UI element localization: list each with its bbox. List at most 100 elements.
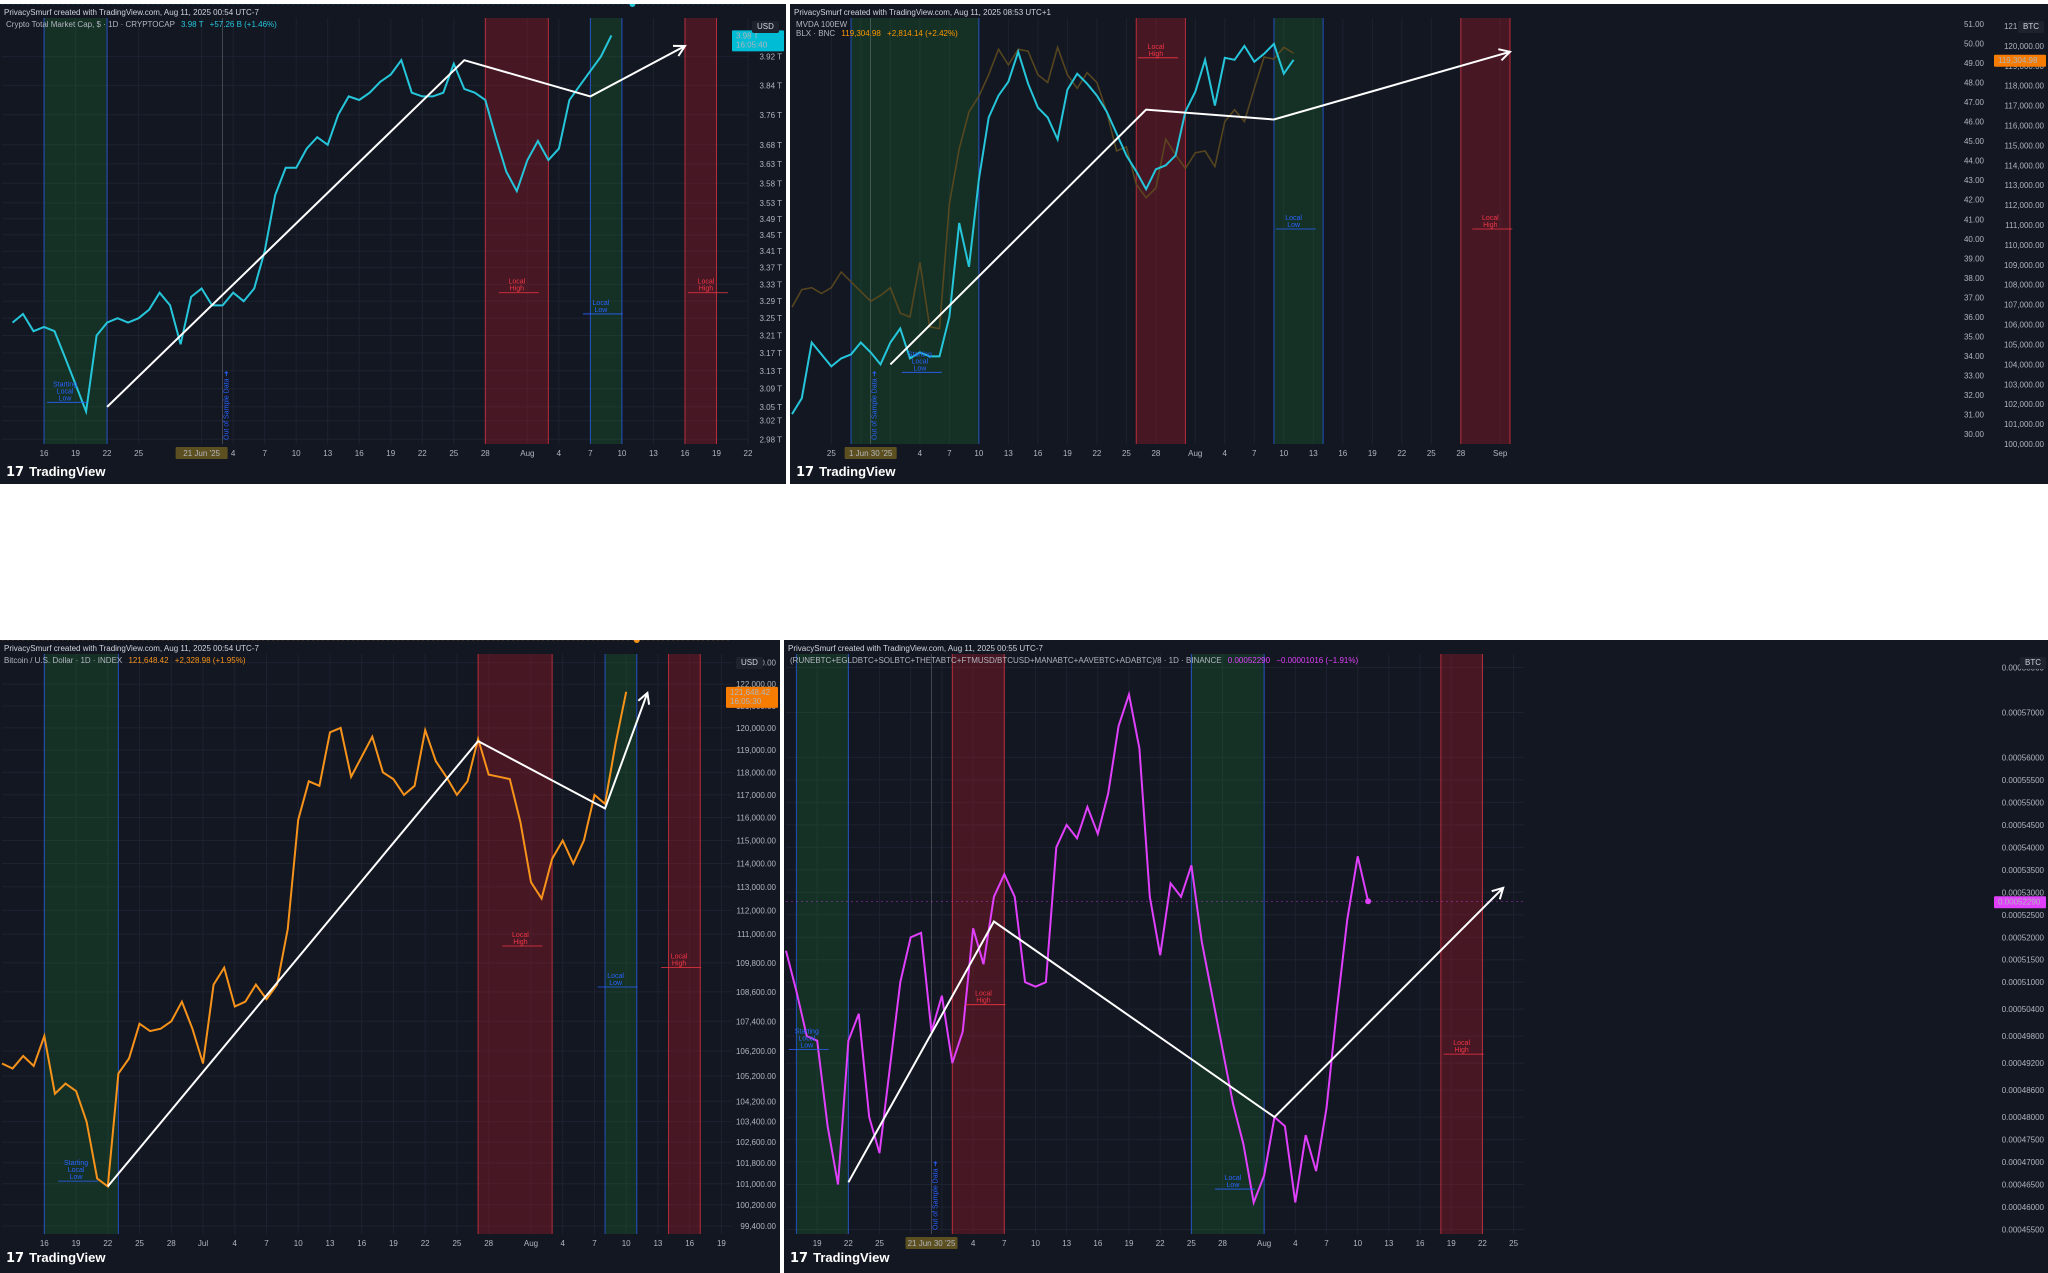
out-of-sample-label: Out of Sample Data ➜ xyxy=(224,371,231,440)
brand-name: TradingView xyxy=(29,464,106,479)
x-axis-tick-label: 22 xyxy=(844,1239,853,1248)
y-axis-tick-label: 3.68 T xyxy=(759,141,782,150)
y-axis-tick-label: 36.00 xyxy=(1964,313,1985,322)
y-axis-tick-label: 111,000.00 xyxy=(737,930,776,939)
x-axis-tick-label: 19 xyxy=(717,1239,726,1248)
x-axis-tick-label: 13 xyxy=(1309,449,1318,458)
symbol-line[interactable]: (RUNEBTC+EGLDBTC+SOLBTC+THETABTC+FTMUSD/… xyxy=(790,656,1358,665)
x-axis-tick-label: 10 xyxy=(617,449,626,458)
chart-panel-total-market-cap: Out of Sample Data ➜ Starting Local Low Loca… xyxy=(0,4,786,484)
symbol-line[interactable]: Crypto Total Market Cap, $ · 1D · CRYPTO… xyxy=(6,20,277,29)
x-axis-tick-label: 22 xyxy=(1478,1239,1487,1248)
symbol-name: Crypto Total Market Cap, $ · 1D · CRYPTO… xyxy=(6,20,175,29)
y-axis-tick-label: 0.00055000 xyxy=(2002,798,2045,807)
x-axis-tick-label: 16 xyxy=(1033,449,1042,458)
y-axis-tick-label: 3.58 T xyxy=(759,179,782,188)
annotation-label: Local xyxy=(1482,215,1499,222)
annotation-label: Local xyxy=(607,973,624,980)
x-axis-tick-label: 4 xyxy=(557,449,562,458)
y-axis-tick-label: 33.00 xyxy=(1964,372,1985,381)
y-axis-tick-label: 122,000.00 xyxy=(736,680,777,689)
y2-axis-tick-label: 112,000.00 xyxy=(2005,201,2045,210)
chart-canvas[interactable]: StartingLocalLowLocalHighLocalLowLocalHi… xyxy=(0,640,780,1273)
series-line-blx xyxy=(791,42,1295,415)
y-axis-tick-label: 0.00049800 xyxy=(2002,1032,2045,1041)
y-axis-tick-label: 42.00 xyxy=(1964,196,1985,205)
annotation-label: Low xyxy=(594,307,608,314)
annotation-label: Local xyxy=(1453,1040,1470,1047)
currency-label[interactable]: BTC xyxy=(2018,21,2044,33)
x-axis-tick-label: 19 xyxy=(1063,449,1072,458)
y-axis-tick-label: 0.00052000 xyxy=(2002,933,2045,942)
annotation-label: High xyxy=(1483,222,1498,229)
x-axis-tick-label: 16 xyxy=(1416,1239,1425,1248)
x-axis-tick-label: 13 xyxy=(1062,1239,1071,1248)
currency-label[interactable]: BTC xyxy=(2020,657,2046,669)
symbol-line-mvda[interactable]: MVDA 100EW xyxy=(796,20,847,29)
symbol-line[interactable]: Bitcoin / U.S. Dollar · 1D · INDEX 121,6… xyxy=(4,656,245,665)
y2-axis-tick-label: 117,000.00 xyxy=(2005,102,2045,111)
symbol-change: +57.26 B (+1.46%) xyxy=(209,20,277,29)
y-axis-tick-label: 3.02 T xyxy=(759,417,782,426)
x-axis-tick-label: 28 xyxy=(167,1239,176,1248)
x-axis-tick-label: 7 xyxy=(1324,1239,1329,1248)
y-axis-tick-label: 49.00 xyxy=(1964,59,1985,68)
zone-high xyxy=(1460,18,1510,444)
y2-axis-tick-label: 109,000.00 xyxy=(2004,261,2045,270)
y2-axis-tick-label: 102,000.00 xyxy=(2004,400,2045,409)
date-chip-label: 21 Jun 30 '25 xyxy=(908,1239,956,1248)
y2-axis-tick-label: 106,000.00 xyxy=(2004,321,2045,330)
y-axis-tick-label: 0.00053500 xyxy=(2002,866,2045,875)
x-axis-tick-label: 13 xyxy=(1004,449,1013,458)
annotation-label: High xyxy=(672,961,687,968)
annotation-label: Local xyxy=(975,991,992,998)
y-axis-tick-label: 119,000.00 xyxy=(737,746,777,755)
projection-arrow xyxy=(889,50,1511,366)
symbol-line-blx[interactable]: BLX · BNC 119,304.98 +2,814.14 (+2.42%) xyxy=(796,29,958,38)
chart-canvas[interactable]: Out of Sample Data ➜StartingLocalLowLoca… xyxy=(784,640,2048,1273)
zone-low xyxy=(796,654,849,1234)
currency-label[interactable]: USD xyxy=(736,657,763,669)
currency-label[interactable]: USD xyxy=(752,21,779,33)
y-axis-tick-label: 101,000.00 xyxy=(736,1180,777,1189)
y-axis-tick-label: 44.00 xyxy=(1964,157,1985,166)
x-axis-tick-label: 13 xyxy=(649,449,658,458)
symbol-value: 0.00052290 xyxy=(1227,656,1271,665)
tradingview-logo-icon: 𝟭𝟳 xyxy=(6,464,25,479)
y-axis-tick-label: 41.00 xyxy=(1964,215,1985,224)
x-axis-tick-label: 13 xyxy=(1384,1239,1393,1248)
x-axis-tick-label: 25 xyxy=(134,449,143,458)
y-axis-tick-label: 107,400.00 xyxy=(736,1017,777,1026)
x-axis-tick-label: 16 xyxy=(685,1239,694,1248)
chart-canvas[interactable]: Out of Sample Data ➜StartingLocalLowLoca… xyxy=(0,4,786,484)
x-axis-tick-label: 19 xyxy=(712,449,721,458)
x-axis-tick-label: 19 xyxy=(1447,1239,1456,1248)
y-axis-tick-label: 0.00046500 xyxy=(2002,1181,2045,1190)
price-tag-label: 119,304.98 xyxy=(1998,56,2038,65)
y-axis-tick-label: 3.21 T xyxy=(759,332,782,341)
x-axis-tick-label: 28 xyxy=(484,1239,493,1248)
date-chip-label: 1 Jun 30 '25 xyxy=(849,449,893,458)
brand-name: TradingView xyxy=(819,464,896,479)
symbol-change: +2,328.98 (+1.95%) xyxy=(174,656,246,665)
projection-arrow xyxy=(106,45,686,408)
y2-axis-tick-label: 115,000.00 xyxy=(2005,141,2045,150)
symbol-change: −0.00001016 (−1.91%) xyxy=(1276,656,1359,665)
x-axis-tick-label: Aug xyxy=(524,1239,538,1248)
y2-axis-tick-label: 114,000.00 xyxy=(2005,161,2045,170)
x-axis-tick-label: 16 xyxy=(355,449,364,458)
projection-arrow-head xyxy=(637,690,651,705)
tradingview-logo-icon: 𝟭𝟳 xyxy=(790,1250,809,1265)
zone-low xyxy=(44,654,119,1234)
x-axis-tick-label: 19 xyxy=(389,1239,398,1248)
annotation-label: Low xyxy=(59,395,73,402)
chart-canvas[interactable]: Out of Sample Data ➜LocalHighStartingLoc… xyxy=(790,4,2048,484)
annotation-label: High xyxy=(699,286,714,293)
zone-high xyxy=(485,18,549,444)
x-axis-tick-label: 13 xyxy=(653,1239,662,1248)
annotation-label: High xyxy=(976,998,991,1005)
chart-header: PrivacySmurf created with TradingView.co… xyxy=(794,8,1051,17)
annotation-label: Local xyxy=(911,358,928,365)
x-axis-tick-label: 7 xyxy=(592,1239,597,1248)
y-axis-tick-label: 104,200.00 xyxy=(736,1097,777,1106)
